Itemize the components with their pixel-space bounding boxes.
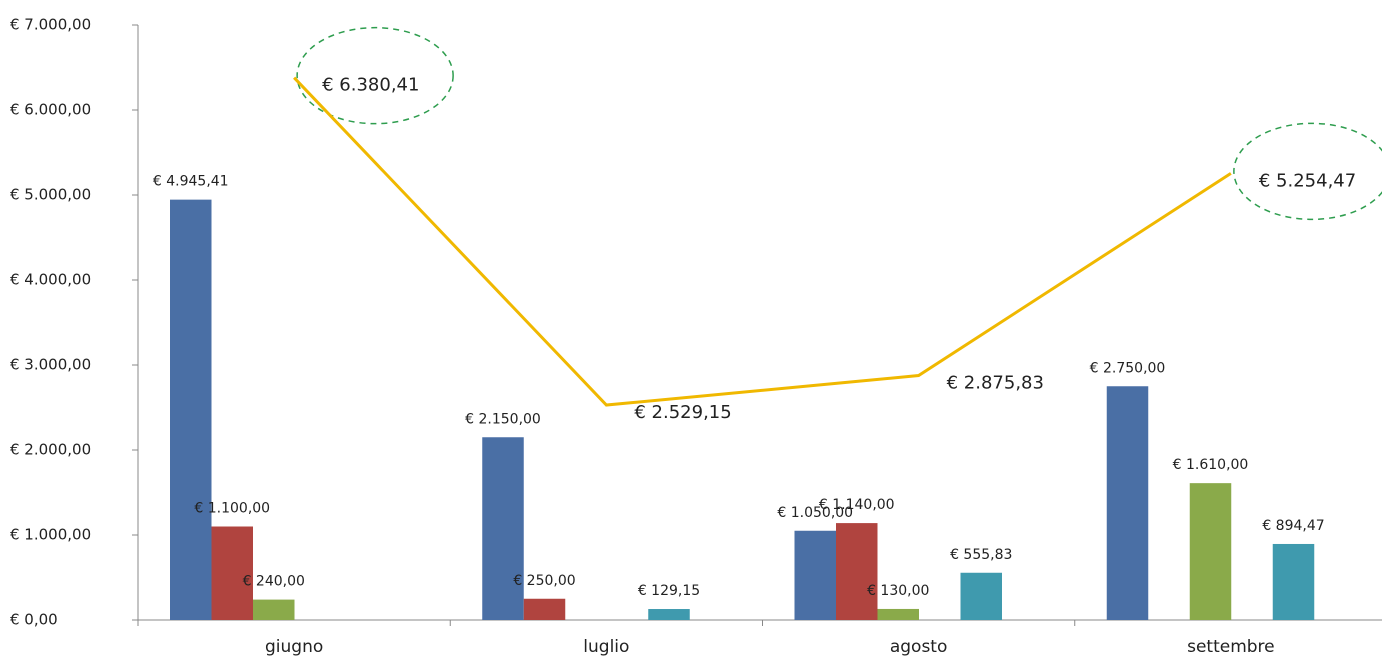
bar (1106, 386, 1149, 620)
bar-value-label: € 1.050,00 (777, 505, 853, 521)
bar (960, 572, 1002, 620)
bar (1272, 543, 1315, 620)
annotation-circle (296, 26, 454, 125)
bar-value-label: € 1.140,00 (819, 497, 895, 513)
bar-value-label: € 129,15 (638, 583, 700, 599)
bar-value-label: € 250,00 (513, 573, 575, 589)
bar (1189, 483, 1232, 620)
x-tick-label: giugno (265, 637, 323, 657)
bar-value-label: € 240,00 (243, 574, 305, 590)
line-value-label: € 2.875,83 (947, 373, 1044, 394)
bar-value-label: € 130,00 (867, 583, 929, 599)
y-tick-label: € 5.000,00 (10, 186, 91, 204)
bar (170, 199, 212, 621)
bar-value-label: € 1.610,00 (1173, 457, 1249, 473)
y-tick-label: € 3.000,00 (10, 356, 91, 374)
bar-value-label: € 2.150,00 (465, 411, 541, 427)
bar (211, 526, 253, 620)
x-tick-label: agosto (890, 637, 948, 657)
bar-value-label: € 4.945,41 (153, 174, 229, 190)
bar (877, 608, 919, 620)
line-value-label: € 6.380,41 (322, 75, 419, 96)
line (293, 76, 1232, 407)
y-tick-label: € 7.000,00 (10, 16, 91, 34)
y-tick-label: € 4.000,00 (10, 271, 91, 289)
y-tick-label: € 6.000,00 (10, 101, 91, 119)
bar-value-label: € 894,47 (1262, 518, 1324, 534)
bar-value-label: € 555,83 (950, 547, 1012, 563)
line-value-label: € 5.254,47 (1259, 170, 1356, 191)
bar (836, 523, 878, 620)
x-tick-label: settembre (1187, 637, 1275, 657)
line-value-label: € 2.529,15 (634, 402, 731, 423)
y-tick-label: € 2.000,00 (10, 441, 91, 459)
y-tick-label: € 1.000,00 (10, 526, 91, 544)
bar (482, 437, 524, 620)
bar-value-label: € 1.100,00 (194, 501, 270, 517)
bar-value-label: € 2.750,00 (1090, 360, 1166, 376)
bar (794, 530, 836, 620)
y-tick-label: € 0,00 (10, 611, 58, 629)
bar (523, 598, 566, 620)
bar (648, 609, 690, 620)
x-tick-label: luglio (583, 637, 629, 657)
annotation-circle (1233, 122, 1382, 221)
bar (253, 599, 295, 620)
